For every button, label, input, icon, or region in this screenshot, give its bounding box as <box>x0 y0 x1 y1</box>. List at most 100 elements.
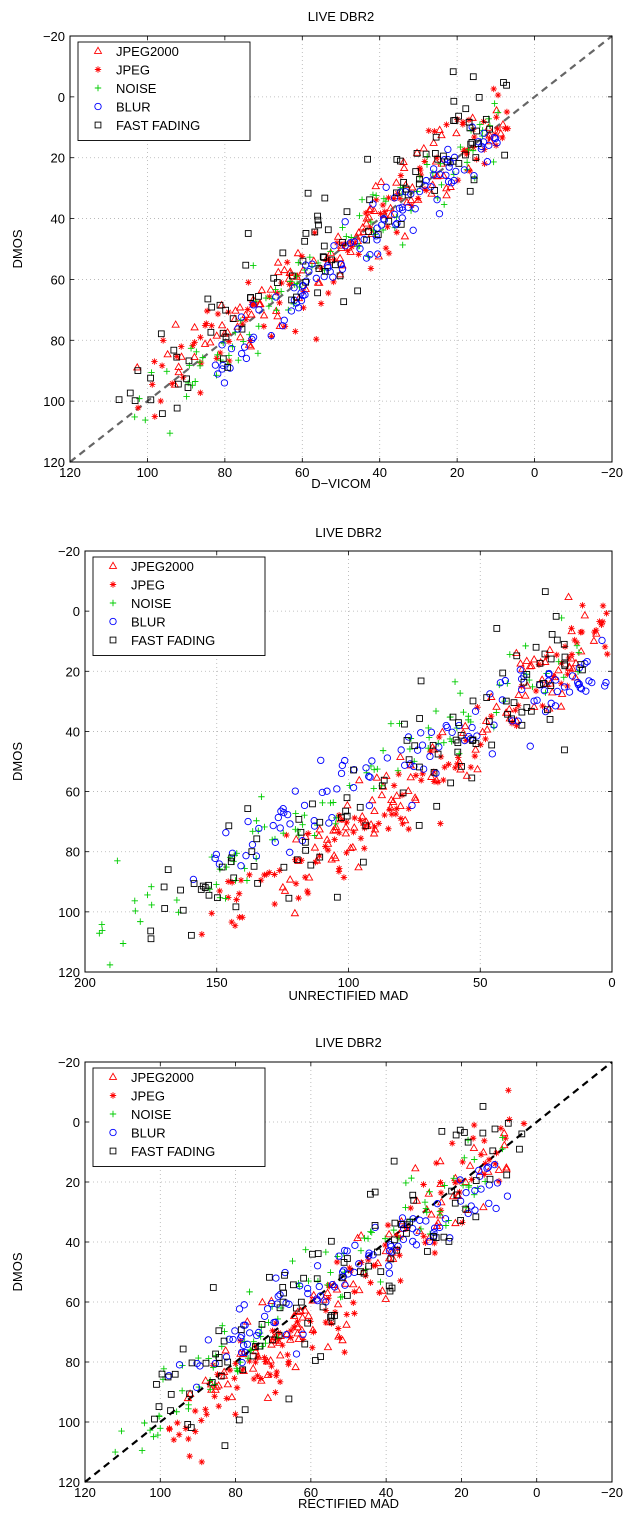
data-point <box>268 1362 275 1370</box>
data-point <box>437 130 446 139</box>
data-point <box>239 1366 247 1374</box>
data-point <box>340 1246 349 1255</box>
data-point <box>335 269 345 278</box>
data-point <box>287 307 296 315</box>
data-point <box>343 1311 350 1318</box>
data-point <box>455 719 462 726</box>
data-point <box>211 361 220 369</box>
data-point <box>219 361 227 370</box>
data-point <box>465 1161 475 1169</box>
data-point <box>322 1319 329 1326</box>
data-point <box>332 820 339 828</box>
data-point <box>502 1163 511 1171</box>
data-point <box>458 763 465 770</box>
data-point <box>271 1318 280 1327</box>
series-jpeg <box>198 602 611 938</box>
data-point <box>406 1218 414 1226</box>
data-point <box>247 309 256 318</box>
data-point <box>530 697 538 705</box>
data-point <box>411 1163 420 1172</box>
data-point <box>235 303 245 311</box>
data-points <box>115 68 512 437</box>
data-point <box>267 1340 276 1348</box>
axes-frame <box>84 550 613 973</box>
data-point <box>470 1121 478 1129</box>
data-point <box>310 1328 317 1336</box>
data-point <box>347 1267 354 1275</box>
y-axis-label: DMOS <box>10 1252 25 1291</box>
data-point <box>351 1288 358 1295</box>
data-point <box>459 1158 466 1166</box>
data-point <box>201 322 209 329</box>
data-point <box>274 813 282 822</box>
x-tick-label: −20 <box>601 465 623 480</box>
data-point <box>187 1424 195 1431</box>
data-point <box>279 1341 286 1349</box>
data-point <box>505 1087 512 1094</box>
x-tick-label: 120 <box>59 465 81 480</box>
data-point <box>469 1135 477 1142</box>
legend-label: JPEG2000 <box>131 559 194 574</box>
data-point <box>467 764 475 771</box>
data-point <box>170 1436 178 1443</box>
data-point <box>327 248 334 255</box>
data-point <box>365 1262 373 1270</box>
legend-label: NOISE <box>131 596 172 611</box>
data-point <box>401 720 408 728</box>
data-point <box>434 778 442 786</box>
data-point <box>175 1431 183 1438</box>
data-point <box>148 883 155 890</box>
data-point <box>225 352 233 359</box>
data-point <box>255 323 262 330</box>
data-point <box>158 362 166 369</box>
data-point <box>208 303 216 311</box>
data-point <box>241 1348 249 1357</box>
data-point <box>341 822 351 831</box>
reference-line <box>84 1061 613 1483</box>
data-point <box>325 1295 332 1302</box>
x-tick-label: 120 <box>74 1485 96 1500</box>
data-point <box>471 1206 479 1214</box>
data-point <box>288 272 296 280</box>
data-point <box>157 397 164 405</box>
data-point <box>398 203 406 211</box>
data-point <box>441 1215 450 1223</box>
data-point <box>462 105 470 113</box>
data-point <box>293 272 300 280</box>
data-point <box>210 1364 217 1371</box>
data-point <box>433 1200 442 1208</box>
data-point <box>373 236 381 244</box>
data-point <box>426 752 434 761</box>
data-point <box>459 1182 467 1189</box>
data-point <box>479 1202 488 1211</box>
data-point <box>141 1419 148 1427</box>
data-point <box>561 643 569 650</box>
data-point <box>390 782 398 789</box>
data-point <box>464 1136 472 1144</box>
data-point <box>438 181 445 188</box>
data-point <box>452 128 461 137</box>
data-point <box>467 140 475 148</box>
data-point <box>278 322 287 330</box>
data-point <box>299 821 306 828</box>
data-point <box>503 81 510 89</box>
data-point <box>214 894 221 902</box>
data-point <box>317 756 325 765</box>
data-point <box>525 661 535 670</box>
data-point <box>328 1280 337 1289</box>
data-point <box>399 157 408 165</box>
data-point <box>444 177 453 186</box>
data-point <box>348 243 356 250</box>
data-point <box>291 787 299 795</box>
data-point <box>541 707 550 716</box>
data-point <box>456 750 463 757</box>
data-point <box>254 1372 261 1380</box>
data-point <box>395 1235 403 1242</box>
data-point <box>365 1249 373 1257</box>
data-point <box>243 877 251 884</box>
x-tick-label: 100 <box>149 1485 171 1500</box>
data-point <box>499 1145 506 1153</box>
data-point <box>238 349 246 358</box>
data-point <box>529 683 536 691</box>
data-point <box>292 810 299 817</box>
